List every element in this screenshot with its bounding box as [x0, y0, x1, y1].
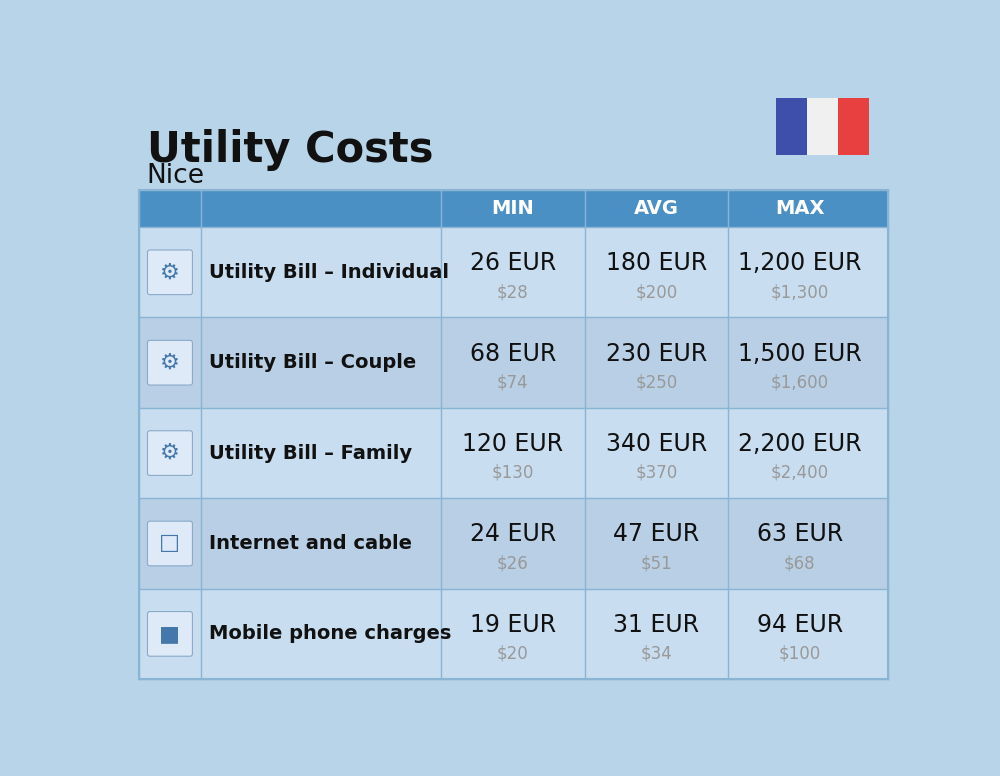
- FancyBboxPatch shape: [147, 611, 192, 656]
- Text: 19 EUR: 19 EUR: [470, 613, 556, 637]
- Text: 63 EUR: 63 EUR: [757, 522, 843, 546]
- Text: $200: $200: [635, 283, 677, 301]
- Text: ⚙: ⚙: [160, 353, 180, 372]
- Text: 340 EUR: 340 EUR: [606, 432, 707, 456]
- Text: $51: $51: [640, 554, 672, 573]
- Text: $26: $26: [497, 554, 529, 573]
- Bar: [807, 98, 838, 155]
- Text: $1,600: $1,600: [771, 373, 829, 392]
- FancyBboxPatch shape: [147, 250, 192, 295]
- Text: 26 EUR: 26 EUR: [470, 251, 556, 275]
- Bar: [139, 317, 888, 408]
- Text: AVG: AVG: [634, 199, 679, 218]
- FancyBboxPatch shape: [147, 431, 192, 476]
- Bar: [139, 498, 888, 589]
- Text: 47 EUR: 47 EUR: [613, 522, 699, 546]
- Text: ⚙: ⚙: [160, 262, 180, 282]
- Text: $250: $250: [635, 373, 677, 392]
- Text: ■: ■: [159, 624, 180, 644]
- Text: 94 EUR: 94 EUR: [757, 613, 843, 637]
- Text: $28: $28: [497, 283, 529, 301]
- Text: Internet and cable: Internet and cable: [209, 534, 412, 553]
- Text: 24 EUR: 24 EUR: [470, 522, 556, 546]
- Text: $2,400: $2,400: [771, 464, 829, 482]
- Bar: [139, 227, 888, 317]
- Text: $100: $100: [779, 645, 821, 663]
- Bar: [139, 408, 888, 498]
- Bar: [139, 589, 888, 679]
- Text: 1,500 EUR: 1,500 EUR: [738, 341, 862, 365]
- Text: $68: $68: [784, 554, 815, 573]
- Text: 68 EUR: 68 EUR: [470, 341, 556, 365]
- Text: □: □: [159, 533, 180, 553]
- FancyBboxPatch shape: [147, 521, 192, 566]
- Text: Utility Costs: Utility Costs: [147, 129, 433, 171]
- Text: 180 EUR: 180 EUR: [606, 251, 707, 275]
- Text: Utility Bill – Individual: Utility Bill – Individual: [209, 263, 449, 282]
- Text: Mobile phone charges: Mobile phone charges: [209, 625, 451, 643]
- Text: $34: $34: [640, 645, 672, 663]
- Text: $20: $20: [497, 645, 529, 663]
- Text: $370: $370: [635, 464, 677, 482]
- Text: 120 EUR: 120 EUR: [462, 432, 563, 456]
- Text: 31 EUR: 31 EUR: [613, 613, 699, 637]
- Text: $74: $74: [497, 373, 529, 392]
- FancyBboxPatch shape: [147, 341, 192, 385]
- Text: ⚙: ⚙: [160, 443, 180, 463]
- Bar: [838, 98, 869, 155]
- Bar: [139, 190, 888, 227]
- Text: Nice: Nice: [147, 163, 205, 189]
- Text: Utility Bill – Family: Utility Bill – Family: [209, 444, 412, 462]
- Text: MAX: MAX: [775, 199, 824, 218]
- Text: $1,300: $1,300: [771, 283, 829, 301]
- Bar: [139, 190, 888, 679]
- Text: 2,200 EUR: 2,200 EUR: [738, 432, 861, 456]
- Bar: [776, 98, 807, 155]
- Text: MIN: MIN: [492, 199, 534, 218]
- Text: 230 EUR: 230 EUR: [606, 341, 707, 365]
- Text: $130: $130: [492, 464, 534, 482]
- Text: Utility Bill – Couple: Utility Bill – Couple: [209, 353, 416, 372]
- Text: 1,200 EUR: 1,200 EUR: [738, 251, 861, 275]
